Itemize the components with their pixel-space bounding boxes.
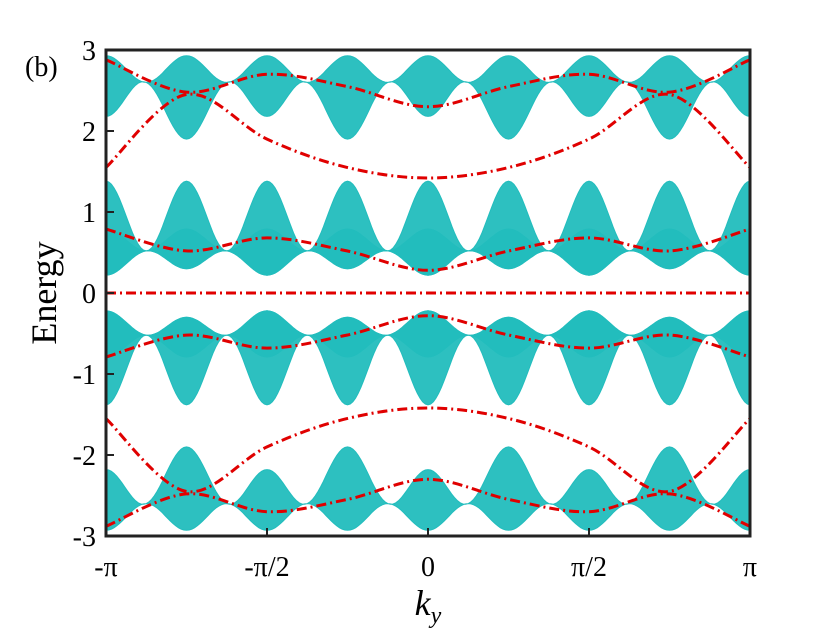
x-tick-label-3: π/2 [571,552,607,583]
y-tick-label-5: -2 [73,441,96,472]
edge-state-line-3 [106,406,750,494]
edge-state-line-4 [106,227,750,272]
edge-state-line-5 [106,314,750,359]
edge-states [106,58,750,528]
x-tick-label-4: π [743,552,757,583]
x-axis-label-main: k [415,583,432,623]
x-axis-label: ky [415,583,442,629]
x-axis-label-subscript: y [429,603,442,629]
bulk-band-5 [106,310,750,406]
bulk-band-4 [106,180,750,276]
y-tick-label-4: -1 [73,360,96,391]
panel-label: (b) [25,52,58,83]
x-tick-label-0: -π [94,552,117,583]
y-tick-label-3: 0 [82,279,96,310]
x-tick-label-2: 0 [421,552,435,583]
y-tick-label-2: 1 [82,198,96,229]
edge-state-line-0 [106,58,750,109]
edge-state-line-1 [106,477,750,528]
y-tick-label-6: -3 [73,522,96,553]
x-tick-label-1: -π/2 [244,552,289,583]
y-tick-label-1: 2 [82,117,96,148]
x-axis-ticks: -π -π/2 0 π/2 π [94,528,757,583]
y-axis-label: Energy [24,241,64,344]
y-tick-label-0: 3 [82,36,96,67]
y-axis-ticks: 3 2 1 0 -1 -2 -3 [73,36,114,553]
bulk-band-1 [106,446,750,531]
edge-state-line-2 [106,92,750,180]
bulk-band-0 [106,55,750,140]
